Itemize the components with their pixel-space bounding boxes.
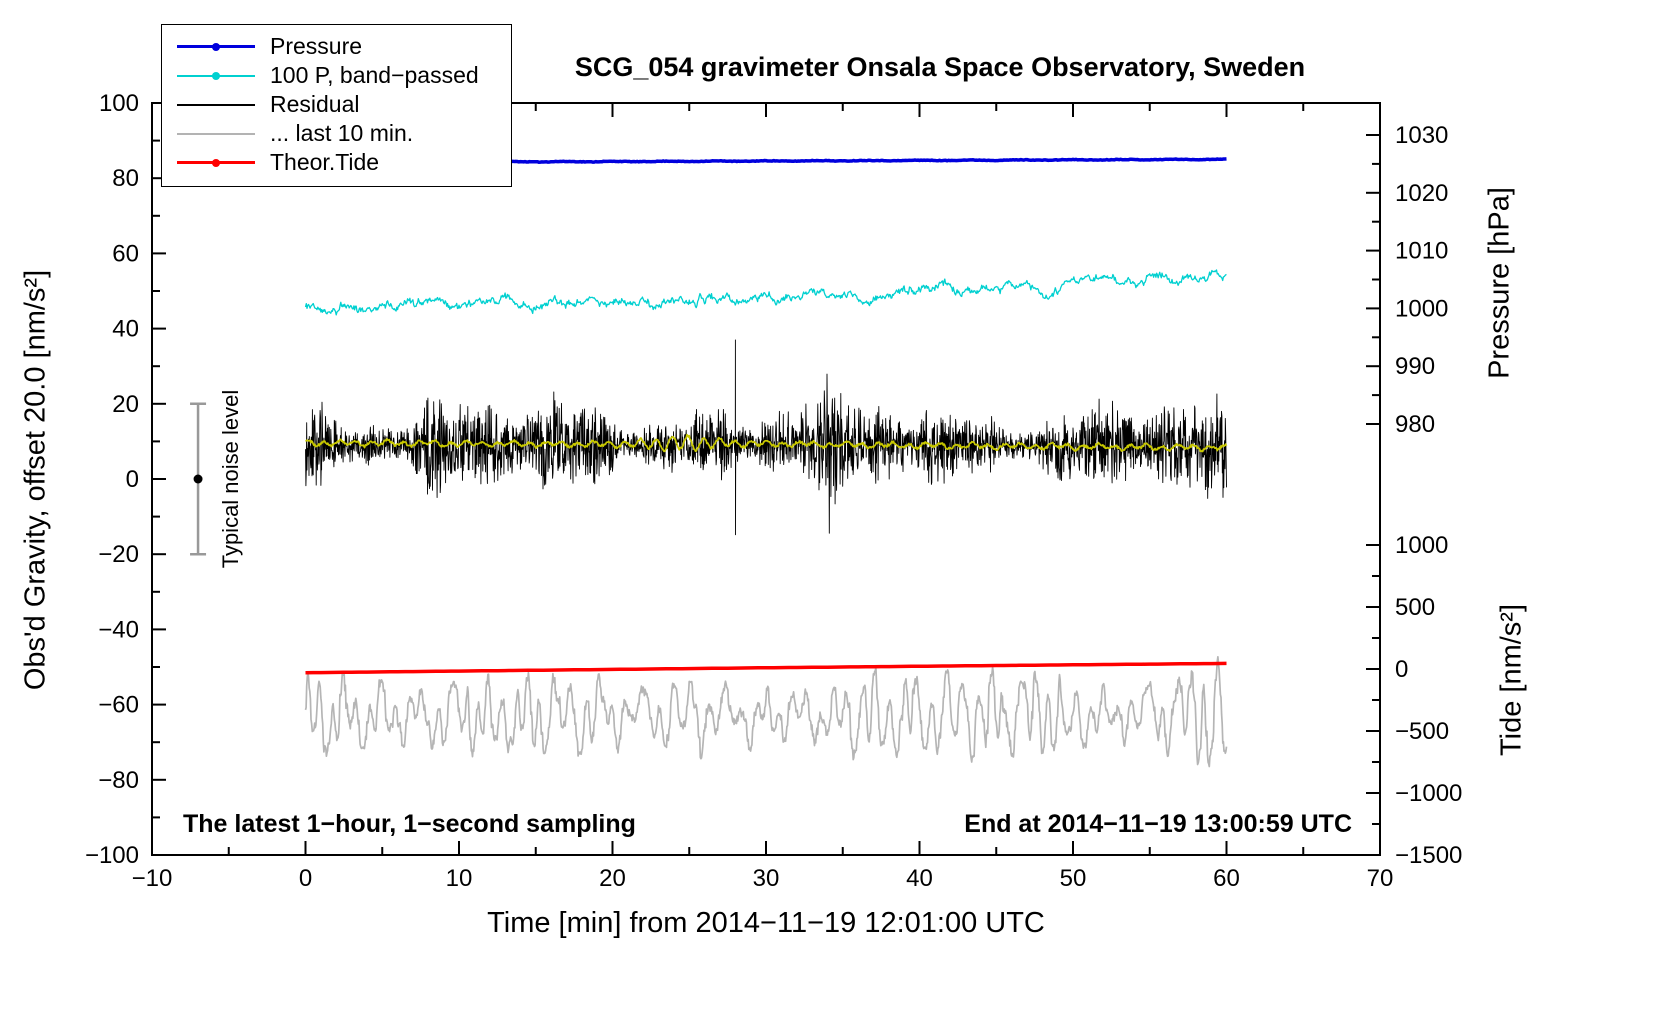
svg-text:−1500: −1500 xyxy=(1395,842,1462,869)
legend-label: Pressure xyxy=(270,33,363,59)
y-axis-label-pressure: Pressure [hPa] xyxy=(1483,187,1516,379)
svg-text:−80: −80 xyxy=(98,767,139,794)
y-axis-label-gravity: Obs'd Gravity, offset 20.0 [nm/s²] xyxy=(19,269,52,691)
legend-label: 100 P, band−passed xyxy=(270,62,479,88)
legend-label: Residual xyxy=(270,91,360,117)
legend-line-sample xyxy=(177,159,255,167)
svg-text:40: 40 xyxy=(906,865,933,892)
svg-text:60: 60 xyxy=(1213,865,1240,892)
svg-text:1020: 1020 xyxy=(1395,180,1448,207)
legend-label: Theor.Tide xyxy=(270,149,380,175)
y-axis-label-tide: Tide [nm/s²] xyxy=(1495,603,1528,757)
legend-box: Pressure 100 P, band−passed Residual ...… xyxy=(161,24,512,187)
legend-item-residual: Residual xyxy=(162,90,511,119)
svg-text:80: 80 xyxy=(112,165,139,192)
legend-item-theor-tide: Theor.Tide xyxy=(162,148,511,177)
series-layer xyxy=(304,157,1228,768)
legend-line-sample xyxy=(177,103,255,106)
svg-text:10: 10 xyxy=(446,865,473,892)
svg-text:−1000: −1000 xyxy=(1395,780,1462,807)
svg-text:500: 500 xyxy=(1395,594,1435,621)
end-time-note: End at 2014−11−19 13:00:59 UTC xyxy=(964,810,1352,838)
legend-item-band-passed: 100 P, band−passed xyxy=(162,61,511,90)
x-axis-label: Time [min] from 2014−11−19 12:01:00 UTC xyxy=(487,907,1045,939)
legend-marker-dot xyxy=(212,43,220,51)
svg-text:50: 50 xyxy=(1060,865,1087,892)
svg-text:20: 20 xyxy=(599,865,626,892)
legend-marker-dot xyxy=(212,71,220,80)
svg-text:40: 40 xyxy=(112,316,139,343)
svg-text:−40: −40 xyxy=(98,616,139,643)
svg-text:0: 0 xyxy=(126,466,139,493)
svg-text:980: 980 xyxy=(1395,411,1435,438)
legend-line-sample xyxy=(177,71,255,80)
svg-text:−100: −100 xyxy=(85,842,139,869)
tick-labels: −10 0 10 20 30 40 50 60 70100806040200−20−40−60−… xyxy=(85,90,1462,892)
legend-line-sample xyxy=(177,132,255,135)
svg-text:60: 60 xyxy=(112,240,139,267)
noise-level-label: Typical noise level xyxy=(218,389,243,569)
svg-text:1010: 1010 xyxy=(1395,238,1448,265)
svg-text:70: 70 xyxy=(1367,865,1394,892)
legend-label: ... last 10 min. xyxy=(270,120,414,146)
sampling-note: The latest 1−hour, 1−second sampling xyxy=(183,810,636,838)
series-residual-band-passed xyxy=(305,433,1228,453)
series-residual-last-10-min- xyxy=(304,655,1228,768)
svg-text:30: 30 xyxy=(753,865,780,892)
legend-item-last-10-min: ... last 10 min. xyxy=(162,119,511,148)
svg-text:−10: −10 xyxy=(132,865,173,892)
svg-text:−500: −500 xyxy=(1395,718,1449,745)
series-residual xyxy=(305,339,1227,536)
svg-text:1000: 1000 xyxy=(1395,295,1448,322)
series-100-p-band-passed xyxy=(304,269,1227,316)
svg-text:990: 990 xyxy=(1395,353,1435,380)
svg-text:0: 0 xyxy=(1395,656,1408,683)
svg-text:−60: −60 xyxy=(98,692,139,719)
svg-text:1000: 1000 xyxy=(1395,532,1448,559)
noise-error-bar xyxy=(190,402,207,556)
svg-text:20: 20 xyxy=(112,391,139,418)
svg-text:100: 100 xyxy=(99,90,139,117)
legend-marker-dot xyxy=(212,159,220,167)
legend-line-sample xyxy=(177,43,255,51)
svg-text:1030: 1030 xyxy=(1395,122,1448,149)
chart-title: SCG_054 gravimeter Onsala Space Observat… xyxy=(574,52,1306,82)
svg-text:0: 0 xyxy=(299,865,312,892)
legend-item-pressure: Pressure xyxy=(162,32,511,61)
series-theor-tide xyxy=(305,661,1227,675)
svg-text:−20: −20 xyxy=(98,541,139,568)
